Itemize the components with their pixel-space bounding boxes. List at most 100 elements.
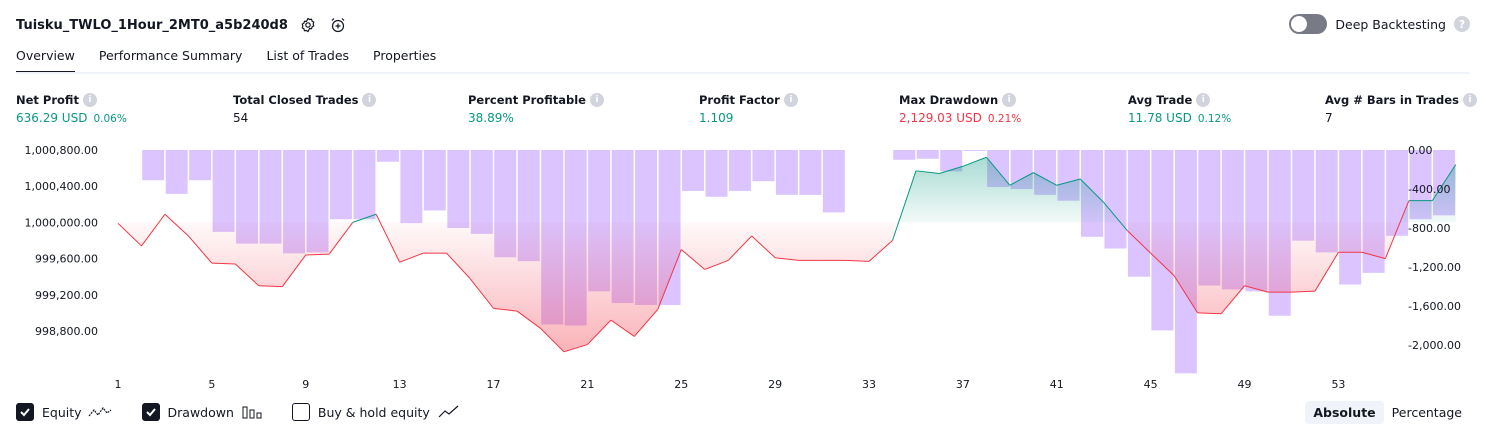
checkbox-icon[interactable] <box>16 403 34 421</box>
info-icon[interactable]: i <box>362 93 377 107</box>
drawdown-bar <box>799 150 822 195</box>
x-axis-tick: 5 <box>208 378 215 391</box>
equity-line-segment <box>516 310 541 329</box>
trend-line-icon <box>438 405 459 418</box>
equity-line-segment <box>610 319 635 337</box>
buy-hold-checkbox[interactable]: Buy & hold equity <box>291 403 460 421</box>
metric-value: 636.29 USD <box>16 111 88 125</box>
equity-drawdown-chart[interactable]: 1,000,800.00 1,000,400.00 1,000,000.00 999,… <box>0 140 1486 395</box>
metric-total-closed-trades: Total Closed Trades i 54 <box>233 93 377 125</box>
equity-line-segment <box>258 285 283 288</box>
equity-line-icon <box>88 407 111 417</box>
equity-line-segment <box>1244 285 1269 293</box>
x-axis-tick: 33 <box>862 378 876 391</box>
equity-line-segment <box>328 222 354 255</box>
deep-backtesting: Deep Backtesting ? <box>1289 14 1470 34</box>
equity-line-segment <box>493 307 518 312</box>
drawdown-bar <box>376 150 399 162</box>
view-toggle: Absolute Percentage <box>1305 401 1470 424</box>
metric-net-profit: Net Profit i 636.29 USD 0.06% <box>16 93 127 125</box>
equity-line-segment <box>563 344 588 353</box>
equity-line-segment <box>727 235 753 261</box>
tab-divider <box>16 72 1470 74</box>
drawdown-bar <box>1104 150 1127 249</box>
metric-percent: 0.12% <box>1197 113 1232 125</box>
x-axis-tick: 29 <box>768 378 782 391</box>
left-axis-tick: 1,000,400.00 <box>25 180 98 193</box>
drawdown-bar <box>940 150 963 172</box>
metric-value: 7 <box>1325 111 1333 125</box>
x-axis-tick: 13 <box>393 378 407 391</box>
percentage-button[interactable]: Percentage <box>1391 405 1462 420</box>
info-icon[interactable]: i <box>82 93 97 107</box>
strategy-header: Tuisku_TWLO_1Hour_2MT0_a5b240d8 <box>16 14 348 36</box>
equity-checkbox[interactable]: Equity <box>16 403 112 421</box>
right-axis-tick: -2,000.00 <box>1408 339 1461 352</box>
info-icon[interactable]: i <box>1196 93 1211 107</box>
x-axis-tick: 37 <box>956 378 970 391</box>
tab-bar: Overview Performance Summary List of Tra… <box>16 48 460 74</box>
equity-line-segment <box>1220 285 1245 315</box>
equity-line-segment <box>1009 172 1034 186</box>
info-icon[interactable]: i <box>589 93 604 107</box>
metric-percent: 0.21% <box>987 113 1022 125</box>
right-axis-tick: 0.00 <box>1408 144 1433 157</box>
drawdown-bar <box>1339 150 1362 285</box>
left-axis-tick: 998,800.00 <box>35 325 98 338</box>
equity-line-segment <box>633 308 659 337</box>
tab-list-of-trades[interactable]: List of Trades <box>266 48 350 63</box>
drawdown-bar <box>963 150 986 151</box>
metric-profit-factor: Profit Factor i 1.109 <box>699 93 798 125</box>
metric-max-drawdown: Max Drawdown i 2,129.03 USD 0.21% <box>899 93 1021 125</box>
absolute-button[interactable]: Absolute <box>1305 401 1384 424</box>
equity-line-segment <box>1291 290 1315 293</box>
tab-overview[interactable]: Overview <box>16 48 75 74</box>
equity-line-segment <box>1384 200 1410 259</box>
drawdown-bar <box>329 150 352 220</box>
equity-line-segment <box>986 156 1011 186</box>
metric-avg-trade: Avg Trade i 11.78 USD 0.12% <box>1128 93 1231 125</box>
x-axis-tick: 9 <box>302 378 309 391</box>
right-axis-tick: -1,600.00 <box>1408 300 1461 313</box>
equity-line-segment <box>235 263 260 287</box>
help-icon[interactable]: ? <box>1454 16 1470 32</box>
drawdown-bar <box>189 150 212 181</box>
metric-value: 2,129.03 USD <box>899 111 982 125</box>
equity-line-segment <box>939 165 964 175</box>
x-axis-tick: 25 <box>674 378 688 391</box>
drawdown-bar <box>1127 150 1150 277</box>
drawdown-checkbox[interactable]: Drawdown <box>141 403 262 421</box>
equity-line-segment <box>211 262 236 265</box>
x-axis-tick: 53 <box>1331 378 1345 391</box>
metric-label: Avg Trade <box>1128 93 1193 107</box>
drawdown-bar <box>470 150 493 234</box>
equity-line-segment <box>1103 202 1128 231</box>
equity-line-segment <box>1173 275 1199 314</box>
drawdown-bar <box>236 150 259 244</box>
info-icon[interactable]: i <box>1462 93 1477 107</box>
metric-value: 54 <box>233 111 249 125</box>
deep-backtesting-toggle[interactable] <box>1289 14 1328 34</box>
chart-legend: Equity Drawdown Buy & hold equity <box>16 403 490 421</box>
checkbox-icon[interactable] <box>291 403 310 421</box>
equity-line-segment <box>892 170 917 241</box>
metric-label: Avg # Bars in Trades <box>1325 93 1459 107</box>
checkbox-icon[interactable] <box>141 403 160 421</box>
x-axis-tick: 41 <box>1050 378 1064 391</box>
equity-line-segment <box>751 235 776 259</box>
equity-line-segment <box>141 213 166 247</box>
equity-line-segment <box>117 222 142 247</box>
equity-line-segment <box>352 213 377 223</box>
equity-label: Equity <box>42 404 82 420</box>
drawdown-bar <box>752 150 775 182</box>
info-icon[interactable]: i <box>783 93 798 107</box>
info-icon[interactable]: i <box>1002 93 1017 107</box>
drawdown-bar <box>1386 150 1409 236</box>
drawdown-bar <box>682 150 704 191</box>
equity-line-segment <box>446 252 471 279</box>
tab-properties[interactable]: Properties <box>373 48 437 63</box>
alarm-add-icon[interactable] <box>328 15 348 35</box>
tab-performance-summary[interactable]: Performance Summary <box>98 48 243 63</box>
settings-icon[interactable] <box>298 15 318 35</box>
equity-line-segment <box>281 254 307 287</box>
